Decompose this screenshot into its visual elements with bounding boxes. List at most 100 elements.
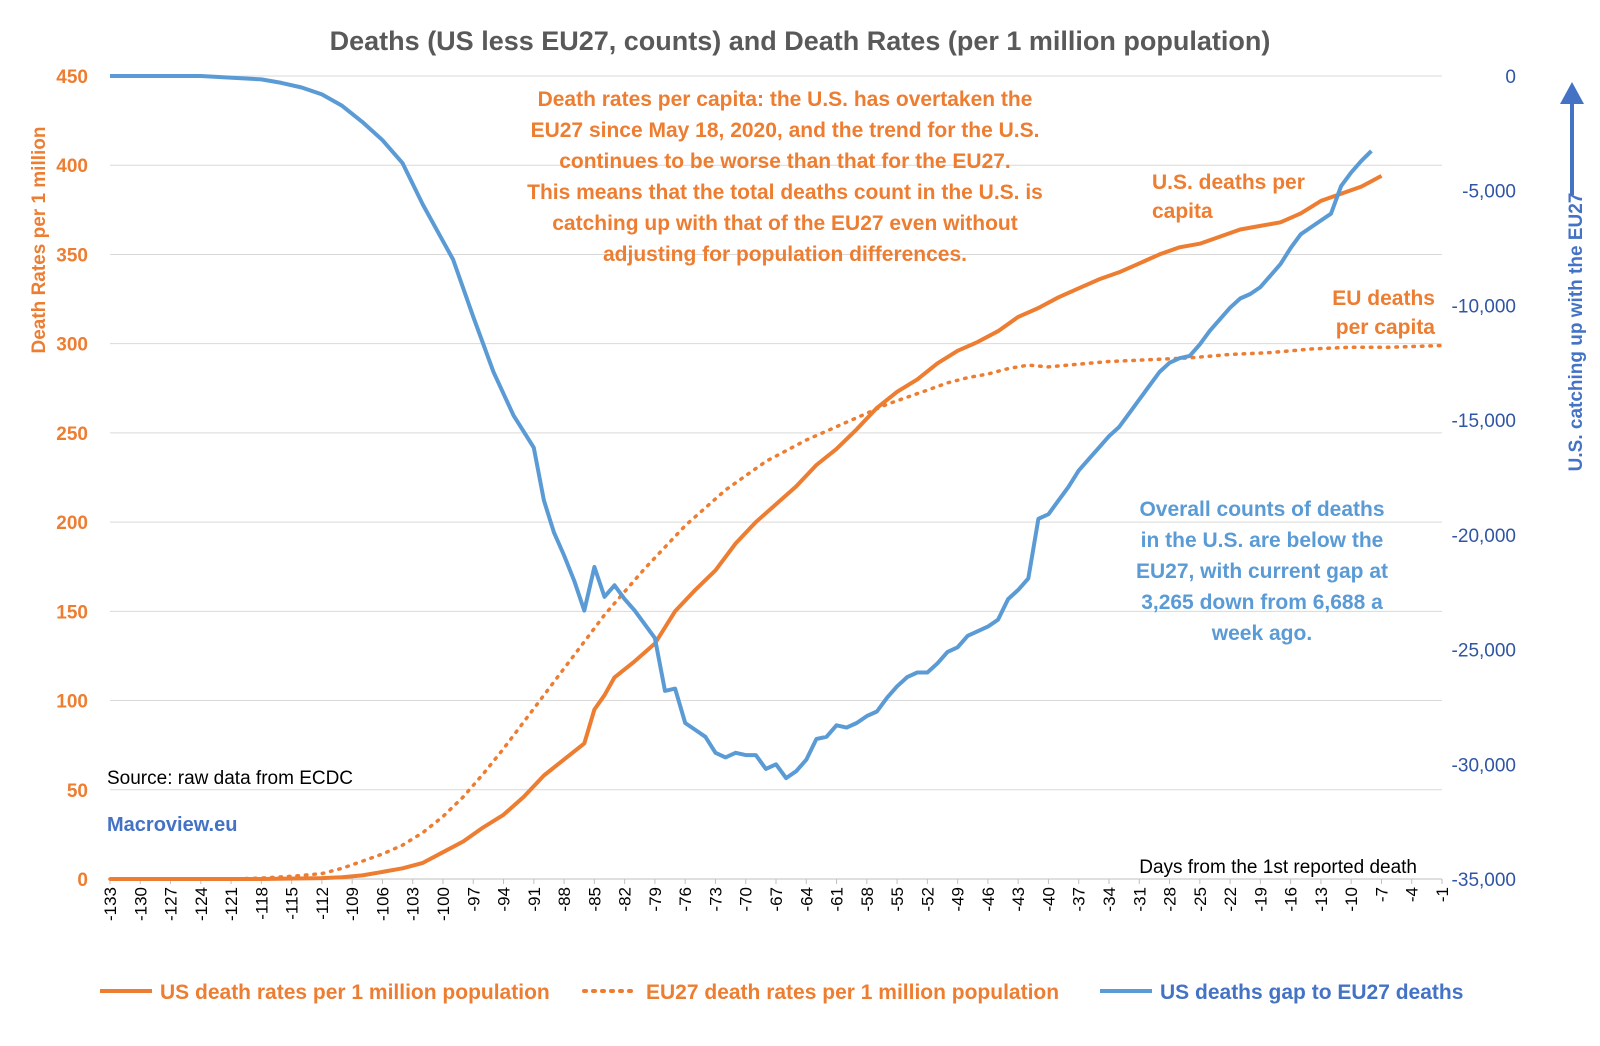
x-tick-label: -25: [1191, 887, 1210, 912]
left-tick-label: 350: [56, 245, 88, 266]
right-tick-label: -20,000: [1452, 526, 1516, 547]
eu-label-line: per capita: [1336, 316, 1436, 339]
x-tick-label: -130: [131, 887, 150, 921]
eu-label-line: EU deaths: [1332, 287, 1435, 310]
x-tick-label: -7: [1372, 887, 1391, 902]
x-tick-label: -70: [737, 887, 756, 912]
series-line-0: [110, 174, 1383, 881]
x-tick-label: -49: [949, 887, 968, 912]
x-tick-label: -85: [585, 887, 604, 912]
x-tick-label: -103: [404, 887, 423, 921]
x-tick-label: -73: [706, 887, 725, 912]
x-tick-label: -19: [1251, 887, 1270, 912]
eu-series-label: EU deaths per capita: [1332, 287, 1435, 339]
x-tick-label: -133: [101, 887, 120, 921]
gridlines: [110, 75, 1442, 880]
x-tick-label: -1: [1433, 887, 1452, 902]
headline-line: catching up with that of the EU27 even w…: [552, 212, 1018, 235]
right-tick-label: -25,000: [1452, 641, 1516, 662]
x-tick-label: -82: [616, 887, 635, 912]
x-tick-label: -10: [1342, 887, 1361, 912]
x-tick-label: -67: [767, 887, 786, 912]
x-tick-label: -34: [1100, 887, 1119, 912]
x-tick-label: -31: [1130, 887, 1149, 912]
x-tick-label: -97: [464, 887, 483, 912]
x-tick-label: -40: [1039, 887, 1058, 912]
x-tick-label: -94: [495, 887, 514, 912]
series-layer: [108, 74, 1444, 881]
right-tick-label: -30,000: [1452, 755, 1516, 776]
x-tick-label: -127: [162, 887, 181, 921]
right-axis-ticks: -35,000 -30,000 -25,000 -20,000 -15,000 -10,0…: [1452, 67, 1516, 891]
x-tick-label: -13: [1312, 887, 1331, 912]
x-tick-label: -52: [918, 887, 937, 912]
left-axis-ticks: 0 50 100 150 200 250 300 350 400 450: [56, 67, 88, 891]
x-tick-label: -124: [192, 887, 211, 921]
headline-line: EU27 since May 18, 2020, and the trend f…: [531, 119, 1040, 142]
x-tick-label: -118: [252, 887, 271, 920]
left-tick-label: 150: [56, 602, 88, 623]
x-tick-label: -22: [1221, 887, 1240, 912]
x-tick-label: -4: [1403, 887, 1422, 902]
x-tick-label: -91: [525, 887, 544, 912]
site-name: Macroview.eu: [107, 814, 237, 836]
us-label-line: capita: [1152, 200, 1213, 223]
x-tick-label: -115: [283, 887, 302, 920]
right-axis-title: U.S. catching up with the EU27: [1566, 193, 1587, 472]
x-tick-label: -61: [828, 887, 847, 912]
counts-note-line: Overall counts of deaths: [1139, 498, 1384, 521]
x-axis-ticks: -133 -130 -127 -124 -121 -118 -115 -112 -109 -106…: [101, 879, 1452, 921]
legend-label-gap: US deaths gap to EU27 deaths: [1160, 981, 1463, 1004]
counts-note-line: in the U.S. are below the: [1141, 529, 1384, 552]
x-tick-label: -46: [979, 887, 998, 912]
x-tick-label: -76: [676, 887, 695, 912]
headline-line: This means that the total deaths count i…: [527, 181, 1043, 204]
left-axis-title: Death Rates per 1 million: [29, 126, 50, 353]
us-series-label: U.S. deaths per capita: [1152, 171, 1305, 223]
x-tick-label: -64: [797, 887, 816, 912]
right-tick-label: 0: [1505, 67, 1516, 88]
x-tick-label: -55: [888, 887, 907, 912]
left-tick-label: 400: [56, 156, 88, 177]
x-tick-label: -28: [1161, 887, 1180, 912]
left-tick-label: 50: [67, 781, 88, 802]
x-tick-label: -43: [1009, 887, 1028, 912]
legend: US death rates per 1 million population …: [100, 981, 1463, 1004]
left-tick-label: 200: [56, 513, 88, 534]
legend-label-eu: EU27 death rates per 1 million populatio…: [646, 981, 1059, 1004]
left-tick-label: 300: [56, 335, 88, 356]
right-tick-label: -35,000: [1452, 870, 1516, 891]
headline-line: Death rates per capita: the U.S. has ove…: [538, 88, 1033, 111]
counts-note-line: 3,265 down from 6,688 a: [1141, 591, 1383, 614]
counts-note-line: week ago.: [1211, 622, 1312, 645]
left-tick-label: 250: [56, 424, 88, 445]
x-tick-label: -79: [646, 887, 665, 912]
us-label-line: U.S. deaths per: [1152, 171, 1305, 194]
right-tick-label: -15,000: [1452, 411, 1516, 432]
counts-note-line: EU27, with current gap at: [1136, 560, 1388, 583]
x-tick-label: -16: [1282, 887, 1301, 912]
right-tick-label: -5,000: [1462, 182, 1516, 203]
up-arrow-icon: [1560, 82, 1584, 195]
x-tick-label: -58: [858, 887, 877, 912]
source-note: Source: raw data from ECDC: [107, 768, 353, 789]
left-tick-label: 450: [56, 67, 88, 88]
x-tick-label: -88: [555, 887, 574, 912]
chart-title: Deaths (US less EU27, counts) and Death …: [330, 26, 1271, 56]
x-tick-label: -37: [1070, 887, 1089, 912]
headline-annotation: Death rates per capita: the U.S. has ove…: [527, 88, 1043, 266]
headline-line: continues to be worse than that for the …: [559, 150, 1011, 173]
series-line-1: [108, 343, 1444, 881]
left-tick-label: 100: [56, 692, 88, 713]
x-tick-label: -121: [222, 887, 241, 921]
legend-label-us: US death rates per 1 million population: [160, 981, 550, 1004]
x-tick-label: -109: [343, 887, 362, 921]
series-line-2: [110, 74, 1373, 781]
left-tick-label: 0: [77, 870, 88, 891]
headline-line: adjusting for population differences.: [603, 243, 967, 266]
x-tick-label: -106: [373, 887, 392, 921]
x-axis-title: Days from the 1st reported death: [1139, 857, 1417, 878]
x-tick-label: -112: [313, 887, 332, 920]
counts-annotation: Overall counts of deaths in the U.S. are …: [1136, 498, 1388, 645]
